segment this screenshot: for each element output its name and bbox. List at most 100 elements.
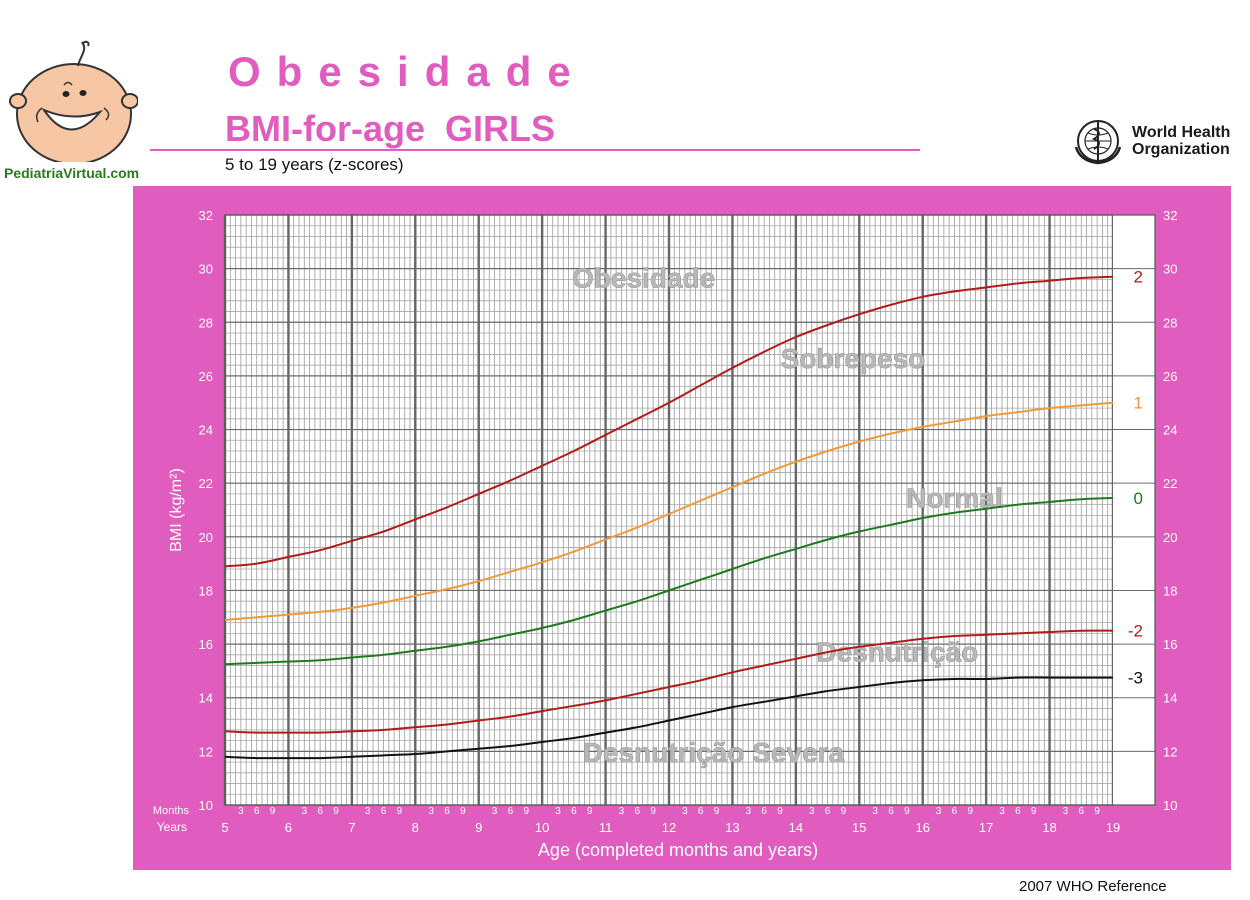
who-organization-name: World Health Organization bbox=[1132, 124, 1230, 158]
y-tick-label: 28 bbox=[199, 315, 213, 330]
y-tick-label-right: 32 bbox=[1163, 208, 1177, 223]
month-tick-label: 3 bbox=[302, 806, 308, 817]
series-label-median: 0 bbox=[1134, 489, 1143, 508]
zone-label: Obesidade bbox=[572, 262, 715, 293]
month-tick-label: 3 bbox=[1063, 806, 1069, 817]
year-tick-label: 18 bbox=[1042, 820, 1056, 835]
month-tick-label: 3 bbox=[365, 806, 371, 817]
y-tick-label: 14 bbox=[199, 691, 213, 706]
month-tick-label: 6 bbox=[571, 806, 577, 817]
month-tick-label: 9 bbox=[524, 806, 530, 817]
y-tick-label-right: 28 bbox=[1163, 315, 1177, 330]
month-tick-label: 3 bbox=[238, 806, 244, 817]
month-tick-label: 6 bbox=[635, 806, 641, 817]
series-line-sd2 bbox=[224, 275, 1114, 568]
series-line-sdneg3 bbox=[224, 676, 1113, 760]
month-tick-label: 6 bbox=[381, 806, 387, 817]
header: PediatriaVirtual.com Obesidade BMI-for-a… bbox=[0, 0, 1250, 185]
month-tick-label: 9 bbox=[270, 806, 276, 817]
x-year-tick-labels: 5 6 7 8 9 10 11 12 13 14 15 16 17 18 19 bbox=[221, 820, 1120, 835]
series-line-sdneg2 bbox=[224, 629, 1114, 734]
y-tick-label-right: 26 bbox=[1163, 369, 1177, 384]
chart-subtitle: BMI-for-age GIRLS bbox=[225, 108, 555, 149]
month-tick-label: 6 bbox=[761, 806, 767, 817]
year-tick-label: 9 bbox=[475, 820, 482, 835]
year-tick-label: 12 bbox=[662, 820, 676, 835]
y-tick-label: 24 bbox=[199, 423, 213, 438]
y-tick-label-right: 18 bbox=[1163, 583, 1177, 598]
month-tick-label: 6 bbox=[1015, 806, 1021, 817]
month-tick-label: 6 bbox=[444, 806, 450, 817]
who-emblem-icon bbox=[1074, 120, 1122, 165]
bmi-chart: ObesidadeSobrepesoNormalDesnutriçãoDesnu… bbox=[153, 208, 1178, 860]
month-tick-label: 6 bbox=[825, 806, 831, 817]
page-title: Obesidade bbox=[228, 48, 587, 95]
y-tick-label-right: 24 bbox=[1163, 423, 1177, 438]
series-label-sdneg2: -2 bbox=[1128, 622, 1143, 641]
year-tick-label: 10 bbox=[535, 820, 549, 835]
plot-border bbox=[224, 214, 1156, 806]
month-tick-label: 9 bbox=[333, 806, 339, 817]
y-tick-labels-left: 10 12 14 16 18 20 22 24 26 28 30 32 bbox=[199, 208, 213, 813]
y-tick-label-right: 14 bbox=[1163, 691, 1177, 706]
year-tick-label: 16 bbox=[915, 820, 929, 835]
month-tick-label: 9 bbox=[968, 806, 974, 817]
series-label-sd1: 1 bbox=[1134, 394, 1143, 413]
chart-frame: Obesidade Sobrepeso Normal Desnutrição Desnu… bbox=[133, 186, 1231, 870]
y-tick-label: 18 bbox=[199, 583, 213, 598]
month-tick-label: 6 bbox=[508, 806, 514, 817]
month-tick-label: 9 bbox=[777, 806, 783, 817]
month-tick-label: 9 bbox=[904, 806, 910, 817]
y-tick-label-right: 16 bbox=[1163, 637, 1177, 652]
month-tick-label: 9 bbox=[1094, 806, 1100, 817]
year-tick-label: 7 bbox=[348, 820, 355, 835]
zone-labels: ObesidadeSobrepesoNormalDesnutriçãoDesnu… bbox=[572, 262, 1003, 768]
series-label-sdneg3: -3 bbox=[1128, 669, 1143, 688]
y-tick-label-right: 22 bbox=[1163, 476, 1177, 491]
month-tick-label: 3 bbox=[682, 806, 688, 817]
series-line-median bbox=[224, 496, 1114, 666]
month-tick-label: 6 bbox=[952, 806, 958, 817]
month-tick-label: 6 bbox=[317, 806, 323, 817]
series-labels: 2 1 0 -2 -3 bbox=[1128, 268, 1143, 688]
month-tick-label: 3 bbox=[999, 806, 1005, 817]
x-axis-title: Age (completed months and years) bbox=[538, 840, 818, 860]
y-tick-labels-right: 10 12 14 16 18 20 22 24 26 28 30 32 bbox=[1163, 208, 1177, 813]
month-tick-label: 6 bbox=[888, 806, 894, 817]
month-tick-label: 3 bbox=[936, 806, 942, 817]
month-tick-label: 9 bbox=[1031, 806, 1037, 817]
month-tick-label: 9 bbox=[587, 806, 593, 817]
y-tick-label-right: 10 bbox=[1163, 798, 1177, 813]
who-name-line1: World Health bbox=[1132, 124, 1231, 141]
zone-label: Sobrepeso bbox=[781, 343, 926, 374]
zone-label: Desnutrição bbox=[816, 637, 978, 668]
right-label-band bbox=[1113, 215, 1155, 805]
reference-note: 2007 WHO Reference bbox=[1019, 878, 1167, 895]
y-tick-label-right: 20 bbox=[1163, 530, 1177, 545]
month-tick-label: 9 bbox=[650, 806, 656, 817]
zone-label: Desnutrição Severa bbox=[583, 737, 845, 768]
year-tick-label: 11 bbox=[599, 820, 613, 835]
y-tick-label: 16 bbox=[199, 637, 213, 652]
years-row-label: Years bbox=[157, 820, 187, 834]
y-tick-label: 22 bbox=[199, 476, 213, 491]
month-tick-label: 3 bbox=[555, 806, 561, 817]
major-grid bbox=[223, 214, 1156, 806]
series-line-sd1 bbox=[224, 401, 1114, 621]
y-axis-title: BMI (kg/m²) bbox=[168, 468, 185, 552]
month-tick-label: 6 bbox=[254, 806, 260, 817]
y-tick-label: 10 bbox=[199, 798, 213, 813]
month-tick-label: 9 bbox=[841, 806, 847, 817]
month-tick-label: 3 bbox=[746, 806, 752, 817]
y-tick-label: 26 bbox=[199, 369, 213, 384]
y-tick-label-right: 12 bbox=[1163, 744, 1177, 759]
year-tick-label: 13 bbox=[725, 820, 739, 835]
month-tick-label: 9 bbox=[460, 806, 466, 817]
month-tick-label: 3 bbox=[872, 806, 878, 817]
baby-face-logo-icon bbox=[9, 40, 138, 162]
month-tick-label: 3 bbox=[619, 806, 625, 817]
who-name-line2: Organization bbox=[1132, 141, 1230, 158]
month-tick-label: 9 bbox=[397, 806, 403, 817]
y-tick-label: 12 bbox=[199, 744, 213, 759]
month-tick-label: 6 bbox=[1079, 806, 1085, 817]
